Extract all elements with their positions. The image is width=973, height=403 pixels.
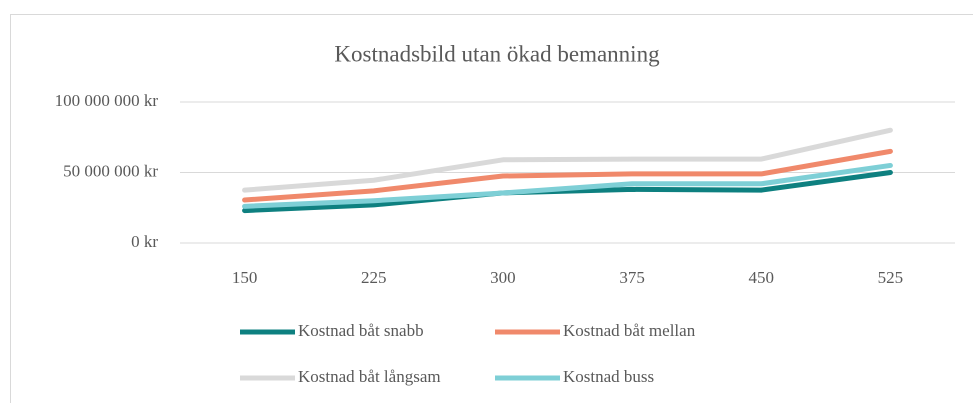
series-line (242, 162, 893, 209)
x-tick-label: 375 (619, 268, 645, 287)
x-tick-label: 300 (490, 268, 516, 287)
chart-border (10, 14, 973, 403)
y-tick-label: 50 000 000 kr (63, 161, 158, 180)
legend-label: Kostnad buss (563, 367, 654, 386)
legend-label: Kostnad båt mellan (563, 321, 696, 340)
legend-label: Kostnad båt snabb (298, 321, 424, 340)
legend-label: Kostnad båt långsam (298, 367, 441, 386)
x-tick-label: 450 (749, 268, 775, 287)
x-tick-label: 150 (232, 268, 258, 287)
y-tick-label: 0 kr (131, 232, 158, 251)
y-tick-label: 100 000 000 kr (55, 91, 159, 110)
series-line (242, 170, 893, 214)
series-line (242, 127, 893, 193)
x-tick-label: 225 (361, 268, 387, 287)
chart-title: Kostnadsbild utan ökad bemanning (334, 41, 660, 66)
series-line (242, 148, 893, 203)
x-tick-label: 525 (878, 268, 904, 287)
